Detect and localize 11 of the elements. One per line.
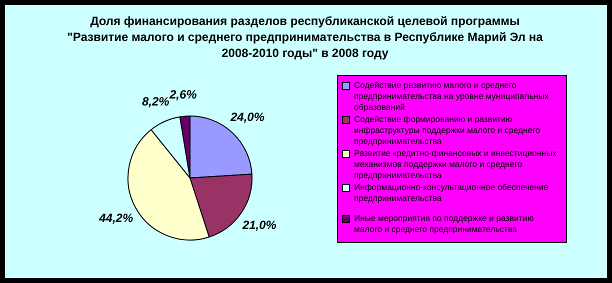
legend-label: Содействие формированию и развитию инфраструктуры поддержки малого и среднего предпринимательства <box>354 114 542 147</box>
chart-title: Доля финансирования разделов республиканской целевой программы "Развитие малого и среднего предпринимательства в Республике Марий Эл на 2008-2010 годы" в 2008 году <box>66 13 544 61</box>
data-label: 44,2% <box>98 211 134 226</box>
legend-label: Информационно-консультационное обеспечение предпринимательства <box>354 182 550 204</box>
data-label: 24,0% <box>229 110 265 124</box>
data-label: 21,0% <box>241 218 277 232</box>
legend-label: Содействие развитию малого и среднего предпринимательства на уровне муниципальных образований <box>354 80 550 113</box>
data-label: 8,2% <box>142 94 170 108</box>
legend-label: Иные мероприятия по поддержке и развитию малого и среднего предпринимательства <box>354 213 535 235</box>
data-label: 2,6% <box>168 87 198 102</box>
legend-label: Развитие кредитно-финансовых и инвестиционных механизмов поддержки малого и среднего предпринимательства <box>354 148 558 181</box>
